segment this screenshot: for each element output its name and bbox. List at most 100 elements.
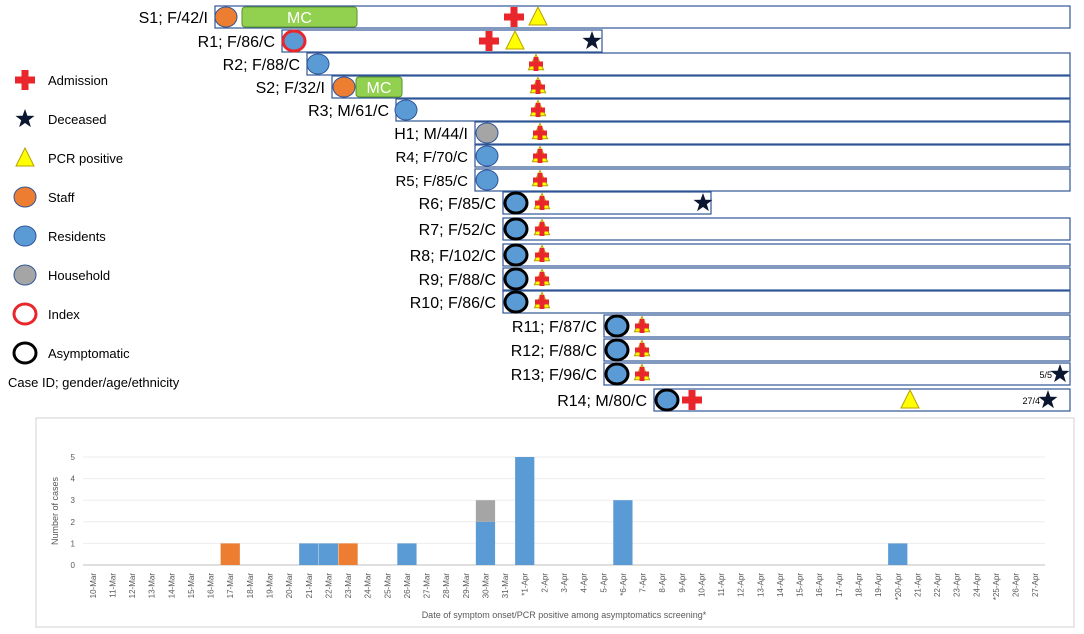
x-tick-label: 18-Mar bbox=[246, 573, 255, 599]
case-label: S1; F/42/I bbox=[139, 10, 208, 27]
x-tick-label: 22-Mar bbox=[324, 573, 333, 599]
red-ring-icon bbox=[281, 29, 307, 53]
orange-circle-icon bbox=[332, 76, 356, 98]
case-row: R11; F/87/C bbox=[512, 314, 1071, 338]
x-tick-label: 22-Apr bbox=[933, 573, 942, 597]
case-label: R11; F/87/C bbox=[512, 319, 597, 336]
bar-residents-30-Mar bbox=[475, 521, 496, 565]
case-label: R8; F/102/C bbox=[410, 248, 496, 265]
red-cross-icon bbox=[504, 7, 524, 27]
case-label: R4; F/70/C bbox=[395, 149, 468, 166]
case-label: S2; F/32/I bbox=[256, 80, 325, 97]
y-tick-label: 3 bbox=[71, 496, 76, 505]
red-cross-icon bbox=[635, 319, 649, 333]
x-tick-label: 18-Apr bbox=[854, 573, 863, 597]
x-tick-label: 7-Apr bbox=[639, 573, 648, 593]
case-row: H1; M/44/I bbox=[394, 121, 1071, 145]
case-row: R13; F/96/C 5/5 bbox=[511, 362, 1071, 386]
bar-residents-22-Mar bbox=[318, 543, 339, 565]
case-timeline-bar bbox=[281, 29, 603, 53]
case-row: R1; F/86/C bbox=[198, 29, 603, 53]
black-ring-icon bbox=[604, 362, 630, 386]
red-cross-icon bbox=[533, 149, 547, 163]
bar-residents-*20-Apr bbox=[888, 543, 908, 565]
y-axis-title: Number of cases bbox=[50, 476, 60, 545]
yellow-triangle-icon bbox=[900, 388, 920, 409]
bar-residents-*1-Apr bbox=[515, 457, 535, 565]
red-cross-icon bbox=[15, 70, 35, 90]
mc-label: MC bbox=[367, 80, 392, 97]
x-tick-label: *20-Apr bbox=[894, 573, 903, 600]
x-tick-label: 15-Apr bbox=[796, 573, 805, 597]
x-tick-label: 23-Apr bbox=[953, 573, 962, 597]
y-tick-label: 5 bbox=[71, 453, 76, 462]
case-label: R5; F/85/C bbox=[395, 173, 468, 190]
y-tick-label: 4 bbox=[71, 475, 76, 484]
x-tick-label: 25-Mar bbox=[383, 573, 392, 599]
case-row: R4; F/70/C bbox=[395, 144, 1071, 168]
case-timeline-bar bbox=[603, 314, 1071, 338]
red-cross-icon bbox=[635, 367, 649, 381]
x-tick-label: 11-Apr bbox=[717, 573, 726, 597]
x-tick-label: 12-Mar bbox=[128, 573, 137, 599]
yellow-triangle-icon bbox=[528, 5, 548, 26]
x-tick-label: 27-Apr bbox=[1031, 573, 1040, 597]
black-ring-icon bbox=[604, 314, 630, 338]
red-cross-icon bbox=[535, 222, 549, 236]
bar-household-30-Mar bbox=[475, 500, 496, 522]
black-ring-icon bbox=[503, 267, 529, 291]
x-tick-label: 9-Apr bbox=[678, 573, 687, 593]
black-star-icon bbox=[1038, 390, 1058, 409]
case-row: R5; F/85/C bbox=[395, 168, 1071, 192]
x-tick-label: 5-Apr bbox=[599, 573, 608, 593]
legend-label-pcr: PCR positive bbox=[48, 151, 123, 166]
case-label: R6; F/85/C bbox=[419, 196, 496, 213]
yellow-triangle-icon bbox=[505, 29, 525, 50]
x-tick-label: 14-Apr bbox=[776, 573, 785, 597]
case-timeline-bar bbox=[502, 243, 1071, 267]
black-ring-icon bbox=[12, 341, 38, 365]
x-tick-label: 30-Mar bbox=[481, 573, 490, 599]
case-label: R10; F/86/C bbox=[410, 295, 496, 312]
blue-circle-icon bbox=[475, 145, 499, 167]
legend-label-asymptomatic: Asymptomatic bbox=[48, 346, 130, 361]
mc-period-bar bbox=[241, 6, 358, 28]
legend-label-index: Index bbox=[48, 307, 80, 322]
black-star-icon bbox=[15, 109, 35, 128]
x-tick-label: 11-Mar bbox=[108, 573, 117, 598]
x-tick-label: 16-Mar bbox=[207, 573, 216, 599]
red-cross-icon bbox=[535, 272, 549, 286]
x-tick-label: *1-Apr bbox=[521, 573, 530, 596]
case-label: R12; F/88/C bbox=[511, 343, 597, 360]
chart-frame bbox=[35, 417, 1075, 628]
black-ring-icon bbox=[654, 388, 680, 412]
bar-residents-21-Mar bbox=[299, 543, 319, 565]
case-timeline-bar bbox=[474, 121, 1071, 145]
y-tick-label: 1 bbox=[71, 539, 76, 548]
y-tick-label: 0 bbox=[71, 561, 76, 570]
bar-residents-26-Mar bbox=[397, 543, 417, 565]
x-tick-label: 24-Mar bbox=[364, 573, 373, 599]
x-tick-label: 31-Mar bbox=[501, 573, 510, 599]
red-cross-icon bbox=[535, 295, 549, 309]
black-star-icon bbox=[1050, 364, 1070, 383]
x-axis-title: Date of symptom onset/PCR positive among… bbox=[422, 610, 707, 620]
red-cross-icon bbox=[535, 248, 549, 262]
case-row: R12; F/88/C bbox=[511, 338, 1071, 362]
black-ring-icon bbox=[503, 217, 529, 241]
case-timeline-bar bbox=[502, 217, 1071, 241]
case-label: R3; M/61/C bbox=[308, 103, 389, 120]
x-tick-label: 21-Mar bbox=[305, 573, 314, 599]
red-cross-icon bbox=[531, 80, 545, 95]
deceased-date-label: 27/4 bbox=[1022, 396, 1040, 406]
grey-circle-icon bbox=[13, 264, 37, 286]
case-timeline-bar bbox=[603, 362, 1071, 386]
red-cross-icon bbox=[529, 57, 543, 71]
x-tick-label: 13-Apr bbox=[756, 573, 765, 597]
case-timeline-bar bbox=[653, 388, 1071, 412]
x-tick-label: 12-Apr bbox=[737, 573, 746, 597]
case-timeline-bar bbox=[474, 168, 1071, 192]
